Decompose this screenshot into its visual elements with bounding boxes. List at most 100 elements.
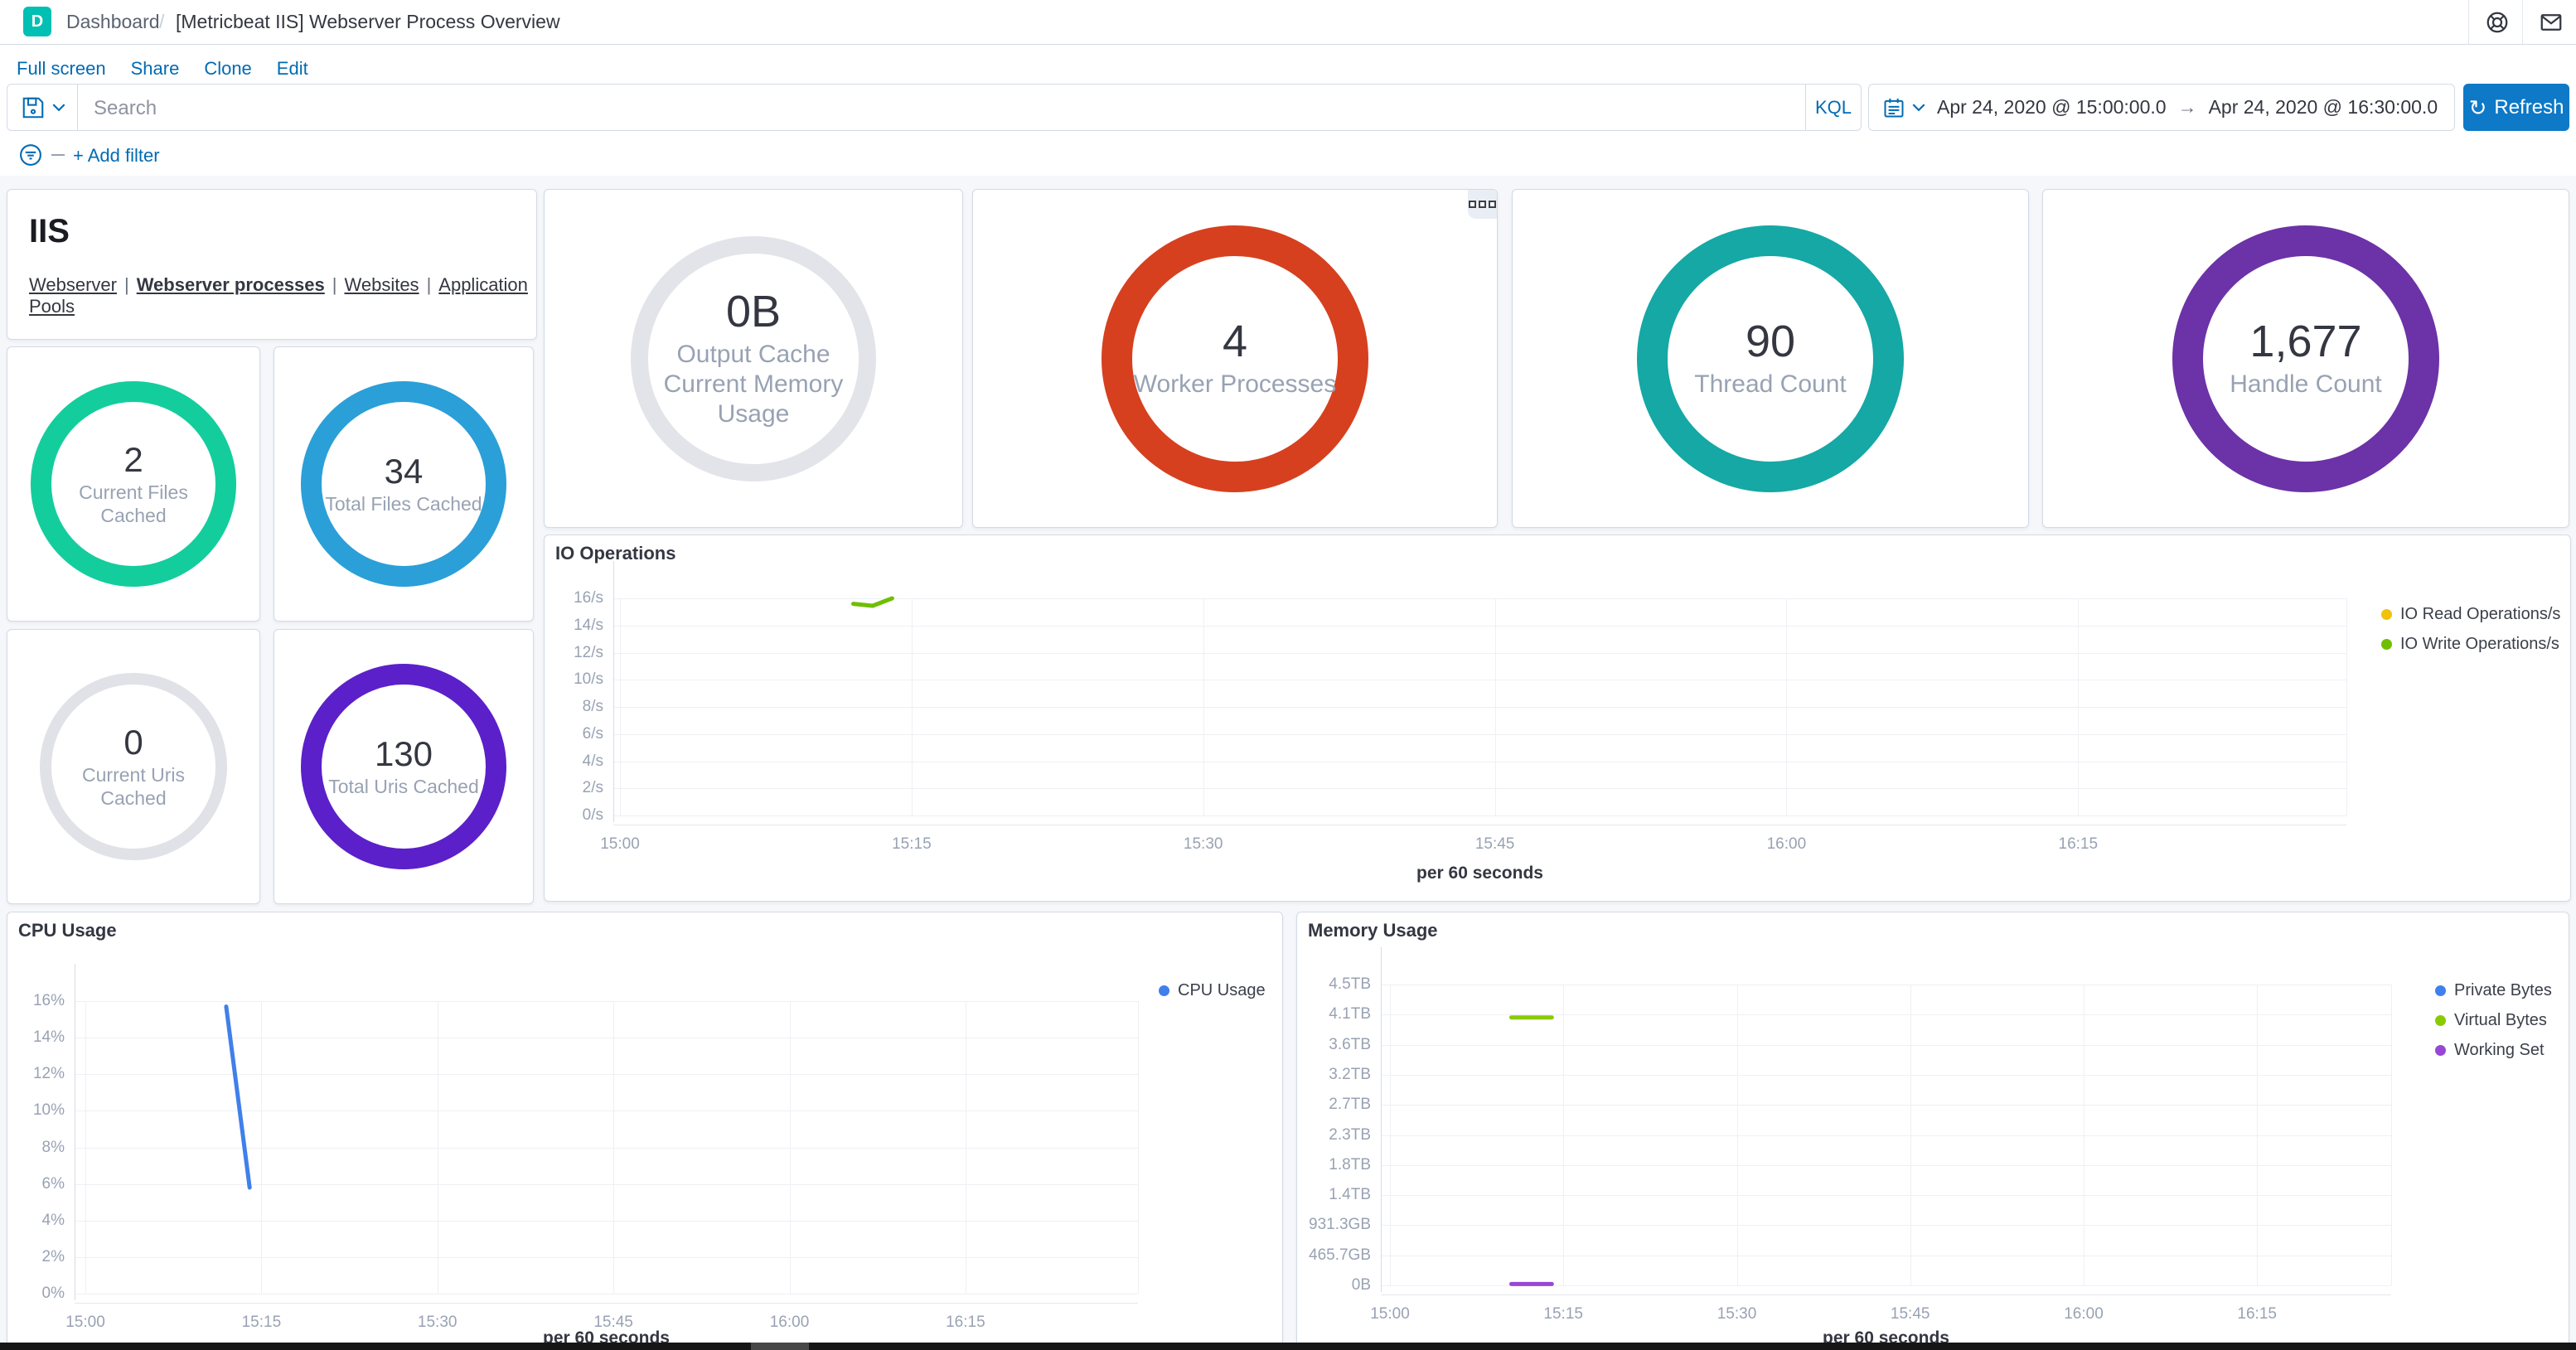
gridline <box>75 1147 1138 1149</box>
horizontal-scrollbar[interactable] <box>0 1343 2576 1350</box>
link-separator: | <box>332 274 337 295</box>
gauge-value: 0B <box>725 286 782 336</box>
gridline <box>1381 1195 2391 1197</box>
x-axis-tick: 15:30 <box>1183 835 1223 853</box>
edit-button[interactable]: Edit <box>276 58 308 79</box>
memory-usage-chart[interactable]: 4.5TB 4.1TB 3.6TB 3.2TB 2.7TB 2.3TB 1.8TB 1.4TB… <box>1297 912 2569 1350</box>
full-screen-button[interactable]: Full screen <box>17 58 106 79</box>
date-picker: Apr 24, 2020 @ 15:00:00.0 → Apr 24, 2020… <box>1868 84 2455 131</box>
x-axis-tick: 15:15 <box>241 1314 282 1331</box>
x-axis-tick: 15:30 <box>417 1314 458 1331</box>
top-header-bar: D Dashboard / [Metricbeat IIS] Webserver… <box>0 0 2576 45</box>
legend-item[interactable]: Private Bytes <box>2435 981 2552 1000</box>
date-range-start[interactable]: Apr 24, 2020 @ 15:00:00.0 <box>1937 96 2167 118</box>
y-axis-tick: 4.1TB <box>1329 1005 1371 1023</box>
x-axis-tick: 15:45 <box>593 1314 633 1331</box>
filter-bar: + Add filter <box>0 139 2576 172</box>
saved-query-button[interactable] <box>7 85 77 130</box>
y-axis-tick: 0% <box>41 1285 65 1302</box>
y-axis-tick: 4/s <box>582 752 603 770</box>
cpu-usage-chart[interactable]: 16% 14% 12% 10% 8% 6% 4% 2% 0% 15:00 15:15 15:30 15:… <box>7 912 1282 1350</box>
date-range-arrow-icon: → <box>2177 96 2197 118</box>
gridline <box>75 1110 1138 1112</box>
link-websites[interactable]: Websites <box>344 274 419 295</box>
gridline <box>261 1001 263 1294</box>
x-axis-label: per 60 seconds <box>1416 864 1543 883</box>
gauge-value: 1,677 <box>2249 316 2362 366</box>
gauge-label: Current Uris Cached <box>82 764 185 809</box>
chart-plot <box>1509 1015 1554 1286</box>
scrollbar-thumb[interactable] <box>751 1343 809 1350</box>
gridline <box>613 652 2346 654</box>
legend-item[interactable]: Working Set <box>2435 1041 2545 1060</box>
y-axis-tick: 931.3GB <box>1309 1216 1371 1234</box>
link-separator: | <box>426 274 432 295</box>
y-axis-tick: 10/s <box>574 670 603 689</box>
calendar-icon <box>1884 98 1904 117</box>
link-application-pools[interactable]: Application Pools <box>29 274 528 317</box>
share-button[interactable]: Share <box>130 58 180 79</box>
x-axis-tick: 15:15 <box>1543 1305 1583 1323</box>
panel-menu-button[interactable] <box>1468 190 1497 219</box>
legend-item[interactable]: Virtual Bytes <box>2435 1011 2547 1030</box>
mail-icon[interactable] <box>2539 10 2564 35</box>
date-range-end[interactable]: Apr 24, 2020 @ 16:30:00.0 <box>2208 96 2438 118</box>
x-axis-tick: 15:45 <box>1890 1305 1930 1323</box>
legend-item[interactable]: IO Write Operations/s <box>2381 635 2559 654</box>
gridline <box>2084 985 2085 1285</box>
gridline <box>620 598 621 815</box>
gauge-value: 90 <box>1745 316 1796 366</box>
x-axis-line <box>1381 1294 2391 1295</box>
gauge-label: Total Uris Cached <box>328 776 479 798</box>
gauge: 4 Worker Processes <box>973 190 1497 527</box>
link-webserver[interactable]: Webserver <box>29 274 117 295</box>
memory-usage-panel: Memory Usage 4.5TB 4.1TB 3.6TB 3.2TB 2.7TB 2.… <box>1296 912 2569 1350</box>
x-axis-tick: 16:15 <box>2058 835 2099 853</box>
panel-menu-icon <box>1479 201 1486 208</box>
date-picker-menu-button[interactable] <box>1869 96 1937 119</box>
legend-dot <box>2381 609 2392 620</box>
legend-dot <box>2435 985 2446 996</box>
io-operations-chart[interactable]: 16/s 14/s 12/s 10/s 8/s 6/s 4/s 2/s 0/s 15:00 15:1… <box>545 535 2570 901</box>
gauge: 90 Thread Count <box>1513 190 2028 527</box>
legend-label: Private Bytes <box>2454 981 2552 999</box>
gridline <box>1381 1074 2391 1076</box>
y-axis-tick: 2% <box>41 1247 65 1265</box>
gridline <box>75 1220 1138 1222</box>
clone-button[interactable]: Clone <box>204 58 252 79</box>
y-axis-tick: 16/s <box>574 589 603 607</box>
chevron-down-icon <box>52 104 65 112</box>
gridline <box>613 598 2346 599</box>
iis-links: Webserver | Webserver processes | Websites | A… <box>29 274 536 317</box>
chevron-down-icon <box>1912 104 1925 112</box>
gauge-panel-total-uris-cached: 130 Total Uris Cached <box>274 629 534 904</box>
add-filter-button[interactable]: + Add filter <box>73 145 160 166</box>
filter-icon[interactable] <box>18 143 43 167</box>
legend-dot <box>1159 985 1169 996</box>
gridline <box>2391 985 2392 1285</box>
x-axis-tick: 16:00 <box>769 1314 810 1331</box>
breadcrumb[interactable]: Dashboard <box>66 11 160 32</box>
query-language-button[interactable]: KQL <box>1805 85 1861 130</box>
cpu-usage-panel: CPU Usage 16% 14% 12% 10% 8% 6% 4% 2% 0% 15:00 15:… <box>7 912 1283 1350</box>
gridline <box>75 1001 1138 1002</box>
io-operations-panel: IO Operations 16/s 14/s 12/s 10/s 8/s 6/s 4/s 2… <box>544 535 2571 902</box>
gauge: 1,677 Handle Count <box>2043 190 2569 527</box>
legend-label: IO Read Operations/s <box>2400 605 2561 623</box>
app-logo[interactable]: D <box>23 7 51 36</box>
gridline <box>1910 985 1911 1285</box>
link-webserver-processes[interactable]: Webserver processes <box>136 274 325 295</box>
legend-item[interactable]: CPU Usage <box>1159 981 1266 1000</box>
y-axis-tick: 3.2TB <box>1329 1065 1371 1083</box>
gridline <box>613 733 2346 735</box>
gridline <box>613 788 2346 790</box>
x-axis-tick: 15:15 <box>892 835 932 853</box>
refresh-button[interactable]: ↻ Refresh <box>2463 84 2569 131</box>
y-axis-tick: 8/s <box>582 698 603 715</box>
legend-item[interactable]: IO Read Operations/s <box>2381 605 2560 624</box>
help-icon[interactable] <box>2485 10 2510 35</box>
gridline <box>1786 598 1788 815</box>
y-axis-tick: 0B <box>1351 1276 1371 1294</box>
x-axis-tick: 16:15 <box>946 1314 985 1331</box>
search-input[interactable] <box>92 85 1786 132</box>
